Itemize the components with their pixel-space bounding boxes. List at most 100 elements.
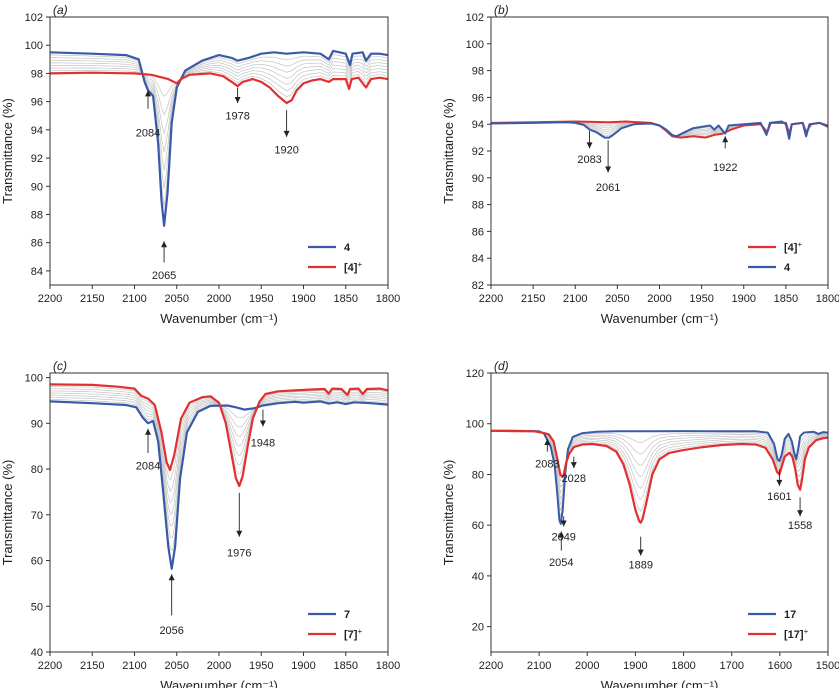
x-tick-label: 1900: [623, 660, 647, 672]
annotation-label: 2083: [577, 154, 601, 166]
annotation-arrowhead: [283, 130, 290, 137]
annotation-label: 2083: [535, 459, 559, 471]
intermediate-trace: [491, 430, 828, 494]
annotation-label: 1889: [628, 559, 652, 571]
plot-area: [491, 120, 828, 140]
intermediate-trace: [50, 392, 388, 516]
intermediate-trace: [50, 57, 388, 189]
x-tick-label: 2050: [165, 660, 189, 672]
y-tick-label: 94: [472, 119, 484, 131]
x-tick-label: 2150: [521, 293, 545, 305]
x-axis-label: Wavenumber (cm⁻¹): [160, 311, 278, 326]
x-tick-label: 1800: [816, 293, 839, 305]
y-tick-label: 80: [31, 464, 43, 476]
annotation-label: 2056: [159, 625, 183, 637]
chart-panel-2: 2200 2150 2100 2050 2000 1950 1900 1850 1800 82 84…: [441, 3, 839, 326]
x-tick-label: 2100: [527, 660, 551, 672]
y-tick-label: 60: [472, 520, 484, 532]
x-tick-label: 1500: [816, 660, 839, 672]
y-tick-label: 96: [31, 97, 43, 109]
y-tick-label: 92: [31, 153, 43, 165]
x-axis-label: Wavenumber (cm⁻¹): [601, 311, 719, 326]
y-tick-label: 98: [472, 66, 484, 78]
x-tick-label: 2000: [647, 293, 671, 305]
panel-label: (a): [53, 3, 68, 17]
y-tick-label: 84: [472, 253, 484, 265]
panel-label: (c): [53, 359, 67, 373]
x-tick-label: 1600: [768, 660, 792, 672]
intermediate-trace: [491, 121, 828, 137]
annotation-label: 2061: [596, 182, 620, 194]
intermediate-trace: [491, 121, 828, 138]
x-tick-label: 2200: [38, 293, 62, 305]
annotation-arrowhead: [570, 462, 577, 469]
annotation-arrowhead: [558, 531, 565, 538]
legend-label: 17: [784, 609, 796, 621]
y-tick-label: 50: [31, 601, 43, 613]
legend-label: 7: [344, 609, 350, 621]
annotation-arrowhead: [560, 520, 567, 527]
series-line-17: [491, 429, 828, 525]
plot-area: [491, 429, 828, 525]
legend-label: [4]+: [784, 240, 802, 255]
legend-label: 4: [344, 242, 351, 254]
annotation-arrowhead: [797, 510, 804, 517]
x-tick-label: 2150: [80, 293, 104, 305]
x-tick-label: 2100: [122, 293, 146, 305]
annotation-label: 2028: [562, 473, 586, 485]
intermediate-trace: [491, 430, 828, 501]
y-tick-label: 96: [472, 92, 484, 104]
y-tick-label: 100: [25, 373, 43, 385]
legend-label: [7]+: [344, 627, 362, 642]
annotation-label: 1922: [713, 162, 737, 174]
annotation-label: 2084: [136, 460, 160, 472]
x-tick-label: 2150: [80, 660, 104, 672]
intermediate-trace: [491, 121, 828, 138]
annotation-arrowhead: [722, 136, 729, 143]
y-tick-label: 102: [25, 12, 43, 24]
panel-label: (d): [494, 359, 509, 373]
annotation-arrowhead: [168, 574, 175, 581]
intermediate-trace: [50, 394, 388, 527]
series-line-4: [50, 71, 388, 105]
y-tick-label: 90: [472, 173, 484, 185]
annotation-label: 1948: [251, 438, 275, 450]
x-tick-label: 2000: [575, 660, 599, 672]
x-tick-label: 1700: [719, 660, 743, 672]
x-tick-label: 2050: [605, 293, 629, 305]
intermediate-trace: [50, 67, 388, 116]
y-tick-label: 70: [31, 510, 43, 522]
intermediate-trace: [50, 65, 388, 135]
y-tick-label: 20: [472, 622, 484, 634]
y-tick-label: 98: [31, 68, 43, 80]
x-tick-label: 1800: [376, 660, 400, 672]
intermediate-trace: [50, 396, 388, 539]
series-line-4: [491, 120, 828, 139]
y-axis-label: Transmittance (%): [0, 98, 15, 204]
axes-frame: [49, 372, 389, 653]
intermediate-trace: [50, 54, 388, 208]
annotation-arrowhead: [161, 241, 168, 248]
y-tick-label: 88: [472, 200, 484, 212]
intermediate-trace: [491, 430, 828, 506]
series-line-7: [50, 400, 388, 570]
annotation-label: 2084: [136, 128, 160, 140]
y-tick-label: 82: [472, 280, 484, 292]
axes-frame: [490, 372, 829, 653]
y-tick-label: 86: [31, 238, 43, 250]
annotation-arrowhead: [145, 90, 152, 97]
chart-panel-4: 2200 2100 2000 1900 1800 1700 1600 1500 20 40 60 80…: [441, 359, 839, 688]
x-tick-label: 1900: [732, 293, 756, 305]
x-tick-label: 2000: [207, 293, 231, 305]
annotation-label: 1920: [274, 145, 298, 157]
series-line-7: [50, 383, 388, 488]
intermediate-trace: [491, 430, 828, 501]
annotation-arrowhead: [236, 530, 243, 537]
annotation-arrowhead: [586, 142, 593, 149]
panel-label: (b): [494, 3, 509, 17]
y-tick-label: 86: [472, 226, 484, 238]
annotation-arrowhead: [234, 97, 241, 104]
y-tick-label: 102: [466, 12, 484, 24]
annotation-arrowhead: [605, 166, 612, 173]
